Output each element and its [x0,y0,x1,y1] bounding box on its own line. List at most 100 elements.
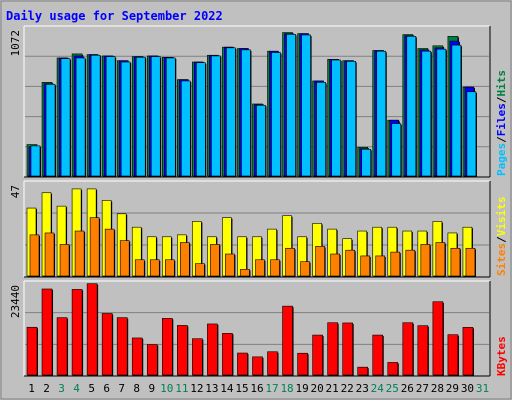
bar-pages [361,148,372,177]
bar-kbytes [417,325,429,376]
chart-title: Daily usage for September 2022 [6,9,223,23]
bar-kbytes [56,317,68,376]
day-group-18 [282,32,297,177]
bar-sites [164,259,175,277]
day-group-19 [297,352,309,376]
bar-pages [105,56,116,177]
day-group-24 [372,226,386,277]
day-group-15 [237,236,251,277]
x-tick-label: 21 [326,382,339,395]
bar-pages [421,50,432,177]
day-group-30 [462,327,474,376]
day-group-17 [267,50,282,177]
day-group-9 [146,55,162,177]
legend-separator: / [495,136,508,143]
day-group-11 [177,325,189,376]
legend-visits: Visits [495,197,508,237]
bar-sites [29,234,40,277]
day-group-12 [192,61,207,177]
bar-kbytes [297,352,308,376]
x-tick-label: 18 [280,382,293,395]
bar-pages [376,50,387,177]
bar-sites [225,253,235,277]
bar-kbytes [312,334,323,376]
bar-pages [226,47,236,177]
day-group-26 [402,34,417,178]
x-tick-label: 26 [401,382,414,395]
legend-top-text: Pages/Files/Hits [495,70,508,176]
legend-files: Files [495,103,508,136]
bar-sites [240,269,250,277]
day-group-28 [432,301,444,376]
day-group-28 [432,45,447,177]
legend-separator: / [495,96,508,103]
panels: 1072 47 23440 [9,25,491,377]
day-group-25 [387,119,402,177]
bar-pages [45,84,56,177]
bar-sites [315,246,325,277]
day-group-14 [222,217,236,277]
bar-sites [330,253,340,277]
bar-pages [391,123,402,177]
legend-top: Pages/Files/Hits [495,70,508,176]
day-group-1 [26,326,38,376]
bar-sites [195,263,205,277]
bar-kbytes [116,317,128,376]
day-group-5 [86,54,102,178]
day-group-7 [116,317,129,376]
day-group-6 [101,55,117,177]
x-tick-label: 22 [341,382,354,395]
day-group-27 [417,230,431,277]
day-group-18 [282,305,294,376]
bar-sites [345,249,355,277]
day-group-25 [387,362,399,376]
day-group-2 [41,82,57,177]
bar-sites [360,255,371,277]
bar-kbytes [146,344,158,376]
bar-kbytes [71,289,83,376]
x-tick-label: 28 [431,382,444,395]
bar-sites [255,259,265,277]
x-tick-label: 9 [148,382,155,395]
bar-pages [60,58,71,177]
day-group-9 [146,236,161,277]
bar-pages [286,33,296,177]
bar-pages [346,61,356,177]
bar-sites [74,230,85,277]
x-tick-label: 11 [175,382,188,395]
x-tick-label: 10 [160,382,173,395]
legend-bottom-text: KBytes [495,336,508,376]
bar-sites [300,261,310,277]
day-group-3 [56,57,72,177]
bar-sites [375,255,386,277]
bar-kbytes [86,283,98,376]
x-tick-label: 7 [118,382,125,395]
bar-pages [211,55,221,177]
panel-visits-sites: 47 [9,180,491,278]
x-tick-label: 6 [103,382,110,395]
day-group-20 [312,223,326,277]
bar-pages [165,57,176,177]
day-group-30 [462,226,476,277]
day-group-9 [146,344,159,376]
day-group-21 [327,322,339,376]
x-tick-label: 24 [371,382,385,395]
x-tick-label: 23 [356,382,369,395]
bar-pages [466,91,477,177]
bar-kbytes [101,313,113,376]
bar-sites [435,242,446,277]
x-tick-label: 25 [386,382,399,395]
day-group-11 [177,79,192,177]
day-group-10 [161,318,174,376]
bar-kbytes [207,323,218,376]
day-group-26 [402,322,414,376]
bar-pages [120,61,131,177]
bar-sites [465,247,476,277]
day-group-2 [41,288,54,376]
day-group-14 [222,333,234,376]
bar-sites [270,259,280,277]
bar-kbytes [327,322,338,376]
day-group-21 [327,59,342,177]
